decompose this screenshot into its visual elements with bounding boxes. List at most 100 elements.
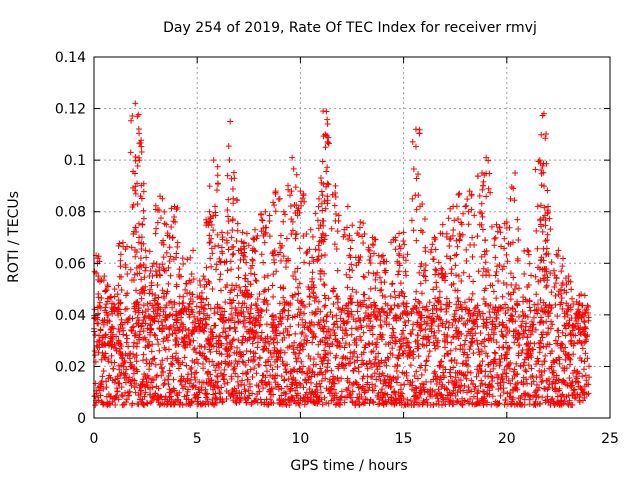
data-point [486,170,493,177]
data-point [271,375,278,382]
data-point [422,326,429,333]
data-point [400,229,407,236]
data-point [282,264,289,271]
data-point [130,351,137,358]
data-point [97,392,104,399]
data-point [234,220,241,227]
data-point [389,280,396,287]
data-point [321,347,328,354]
data-point [323,313,330,320]
data-point [293,171,300,178]
data-point [536,157,543,164]
data-point [94,304,101,311]
data-point [160,308,167,315]
data-point [292,184,299,191]
data-point [126,355,133,362]
data-point [366,257,373,264]
data-point [156,347,163,354]
data-point [309,269,316,276]
data-point [283,369,290,376]
data-point [499,293,506,300]
data-point [421,215,428,222]
data-point [324,164,331,171]
data-point [98,294,105,301]
data-point [235,383,242,390]
data-point [112,304,119,311]
data-point [493,268,500,275]
data-point [264,338,271,345]
data-point [445,215,452,222]
data-point [174,239,181,246]
data-point [169,330,176,337]
data-point [98,381,105,388]
data-point [230,200,237,207]
data-point [500,389,507,396]
data-point [332,211,339,218]
data-point [203,355,210,362]
data-point [186,380,193,387]
data-point [153,225,160,232]
data-point [369,331,376,338]
data-point [130,323,137,330]
data-point [539,394,546,401]
data-point [253,278,260,285]
data-point [371,370,378,377]
data-point [215,361,222,368]
data-point [349,222,356,229]
data-point [180,261,187,268]
data-point [335,212,342,219]
data-point [137,255,144,262]
data-point [112,402,119,409]
data-point [306,301,313,308]
data-point [256,322,263,329]
data-point [218,360,225,367]
data-point [167,253,174,260]
data-point [466,346,473,353]
data-point [432,271,439,278]
data-point [349,267,356,274]
data-point [290,165,297,172]
data-point [548,318,555,325]
data-point [454,243,461,250]
data-point [154,219,161,226]
data-point [571,386,578,393]
data-point [219,398,226,405]
data-point [244,376,251,383]
data-point [102,331,109,338]
data-point [141,314,148,321]
data-point [95,290,102,297]
data-point [319,192,326,199]
data-point [516,285,523,292]
data-point [261,239,268,246]
data-point [138,148,145,155]
data-point [263,368,270,375]
data-point [112,345,119,352]
data-point [271,202,278,209]
data-point [91,268,98,275]
data-point [127,149,134,156]
data-point [412,126,419,133]
data-point [366,341,373,348]
data-point [430,401,437,408]
data-point [439,221,446,228]
data-point [264,272,271,279]
data-point [260,346,267,353]
data-point [460,269,467,276]
data-point [491,349,498,356]
data-point [404,251,411,258]
data-point [256,361,263,368]
data-point [264,333,271,340]
data-point [123,366,130,373]
data-point [195,360,202,367]
data-point [203,391,210,398]
data-point [265,401,272,408]
data-point [525,251,532,258]
data-point [174,204,181,211]
data-point [333,312,340,319]
data-point [513,281,520,288]
data-point [498,328,505,335]
data-point [174,316,181,323]
data-point [269,312,276,319]
data-point [162,393,169,400]
data-point [531,340,538,347]
